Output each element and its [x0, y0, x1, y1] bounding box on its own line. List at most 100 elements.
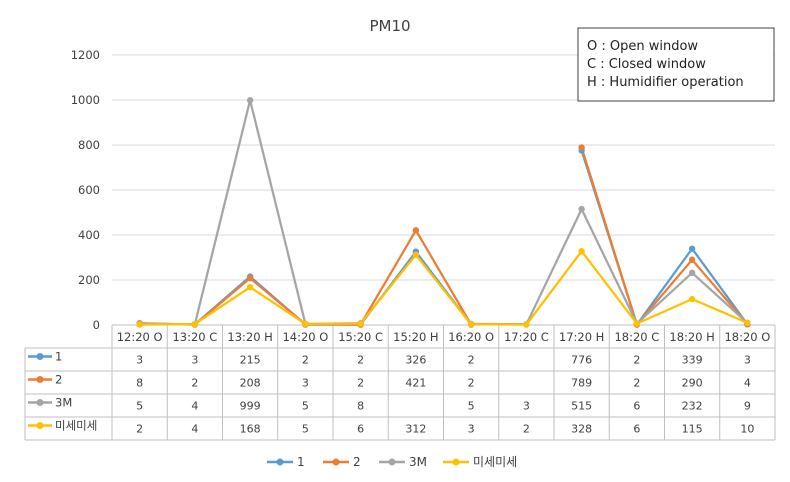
data-label: 6 — [633, 400, 640, 413]
legend-marker — [388, 458, 396, 466]
annotation-humidifier: H : Humidifier operation — [587, 75, 744, 90]
x-tick-label: 14:20 O — [282, 330, 328, 344]
table-series-name: 2 — [55, 373, 62, 387]
table-series-key-marker — [36, 376, 44, 383]
series-line — [139, 250, 748, 326]
legend: 1 2 3M 미세미세 — [267, 455, 517, 469]
y-tick-label: 0 — [93, 318, 100, 332]
data-label: 290 — [682, 377, 703, 390]
series-lines — [136, 97, 751, 328]
data-label: 4 — [744, 377, 751, 390]
data-label: 8 — [136, 377, 143, 390]
table-series-key-marker — [36, 399, 44, 406]
data-point — [744, 319, 751, 326]
data-label: 2 — [136, 423, 143, 436]
legend-label: 미세미세 — [473, 455, 517, 469]
legend-marker — [452, 458, 460, 466]
data-label: 2 — [302, 354, 309, 367]
data-point — [578, 248, 585, 255]
y-tick-label: 800 — [78, 138, 100, 152]
x-tick-label: 18:20 O — [724, 330, 770, 344]
data-label: 5 — [302, 400, 309, 413]
data-label: 168 — [240, 423, 261, 436]
gridlines — [112, 54, 775, 281]
table-series-name: 3M — [55, 396, 72, 410]
data-label: 312 — [405, 423, 426, 436]
x-tick-label: 18:20 H — [669, 330, 714, 344]
y-tick-label: 1000 — [71, 93, 100, 107]
legend-marker — [276, 458, 284, 466]
data-point — [467, 321, 475, 328]
y-tick-label: 1200 — [71, 48, 100, 62]
table-series-key-marker — [36, 422, 44, 429]
data-label: 2 — [468, 354, 475, 367]
y-axis-ticks: 0 200 400 600 800 1000 1200 — [71, 48, 100, 332]
data-point — [302, 320, 309, 328]
data-point — [633, 320, 641, 327]
annotation-closed-window: C : Closed window — [587, 57, 706, 72]
data-label: 2 — [633, 377, 640, 390]
data-label: 6 — [633, 423, 640, 436]
data-point — [688, 256, 696, 263]
table-series-key-marker — [36, 353, 44, 360]
data-point — [688, 245, 696, 252]
data-label: 326 — [405, 354, 426, 367]
legend-label: 2 — [353, 455, 361, 469]
data-label: 10 — [740, 423, 754, 436]
data-label: 2 — [191, 377, 198, 390]
data-label: 9 — [744, 400, 751, 413]
y-tick-label: 200 — [78, 273, 100, 287]
data-label: 5 — [468, 400, 475, 413]
data-label: 2 — [357, 354, 364, 367]
data-label: 3 — [744, 354, 751, 367]
data-label: 4 — [191, 423, 198, 436]
chart-title: PM10 — [369, 17, 410, 35]
data-point — [688, 269, 696, 276]
x-tick-label: 13:20 H — [227, 330, 272, 344]
data-point — [136, 321, 143, 328]
data-point — [357, 320, 364, 327]
data-label: 5 — [302, 423, 309, 436]
data-point — [578, 144, 585, 151]
table-series-name: 미세미세 — [55, 419, 97, 433]
data-label: 339 — [682, 354, 703, 367]
legend-label: 1 — [297, 455, 305, 469]
x-tick-label: 17:20 C — [504, 330, 549, 344]
data-label: 208 — [240, 377, 261, 390]
data-label: 2 — [357, 377, 364, 390]
data-point — [412, 227, 420, 234]
legend-marker — [332, 458, 340, 466]
data-label: 328 — [571, 423, 592, 436]
data-label: 999 — [240, 400, 261, 413]
data-table: 12:20 O 13:20 C 13:20 H 14:20 O 15:20 C 15:20… — [24, 324, 776, 441]
data-label: 115 — [682, 423, 703, 436]
data-label: 8 — [357, 400, 364, 413]
annotation-frame — [577, 27, 775, 102]
data-label: 421 — [405, 377, 426, 390]
data-label: 5 — [136, 400, 143, 413]
data-point — [688, 295, 696, 303]
y-tick-label: 600 — [78, 183, 100, 197]
data-label: 3 — [136, 354, 143, 367]
x-tick-label: 15:20 H — [393, 330, 438, 344]
data-point — [246, 284, 254, 291]
annotation-open-window: O : Open window — [587, 39, 698, 54]
data-label: 2 — [468, 377, 475, 390]
data-point — [191, 320, 199, 328]
x-tick-label: 18:20 C — [614, 330, 659, 344]
data-label: 2 — [633, 354, 640, 367]
x-tick-label: 16:20 O — [448, 330, 494, 344]
data-point — [412, 251, 420, 258]
y-tick-label: 400 — [78, 228, 100, 242]
table-series-name: 1 — [55, 350, 62, 364]
x-tick-label: 13:20 C — [172, 330, 217, 344]
data-label: 3 — [302, 377, 309, 390]
data-label: 4 — [191, 400, 198, 413]
data-label: 6 — [357, 423, 364, 436]
data-point — [578, 205, 585, 213]
x-tick-label: 17:20 H — [559, 330, 604, 344]
x-tick-label: 15:20 C — [338, 330, 383, 344]
data-label: 789 — [571, 377, 592, 390]
data-label: 232 — [682, 400, 703, 413]
